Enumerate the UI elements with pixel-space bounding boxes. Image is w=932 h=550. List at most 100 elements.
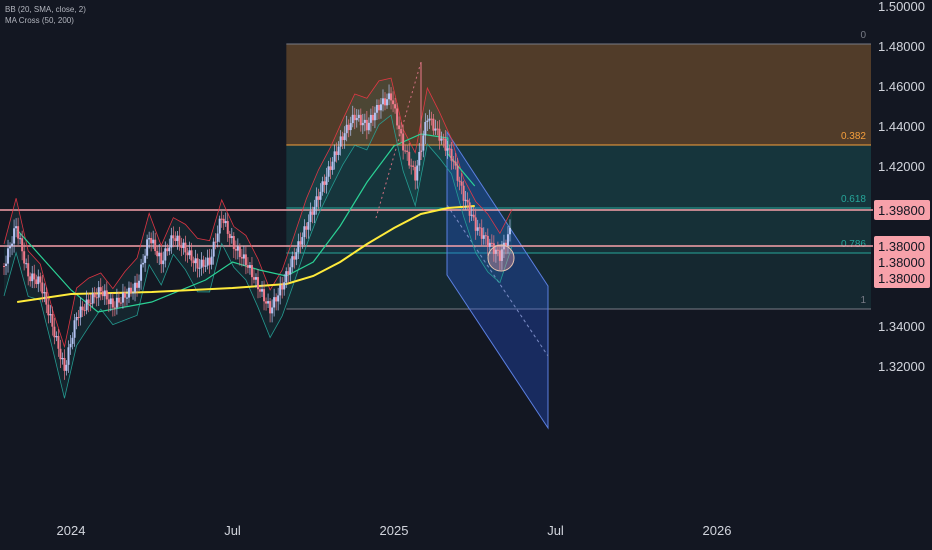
ma50-line xyxy=(16,133,476,313)
bb-indicator-label[interactable]: BB (20, SMA, close, 2) xyxy=(5,5,86,14)
y-axis-tick-label: 1.42000 xyxy=(878,159,925,174)
candle-body xyxy=(355,117,358,121)
candle-body xyxy=(494,249,497,254)
candle-body xyxy=(289,267,292,275)
candle-body xyxy=(357,114,360,118)
candle-body xyxy=(309,211,312,222)
candle-body xyxy=(371,114,374,121)
candle-body xyxy=(468,202,471,216)
candle-body xyxy=(107,299,110,305)
candle-body xyxy=(37,276,40,285)
candle-body xyxy=(365,119,368,131)
candle-body xyxy=(202,259,205,267)
candle-body xyxy=(416,165,419,181)
candle-body xyxy=(450,148,453,161)
candle-body xyxy=(462,185,465,201)
candle-body xyxy=(404,150,407,152)
candle-body xyxy=(291,256,294,268)
candle-body xyxy=(101,291,104,297)
candle-body xyxy=(434,128,437,131)
candle-body xyxy=(13,228,16,244)
candle-body xyxy=(234,248,237,251)
candle-body xyxy=(136,282,139,288)
candle-body xyxy=(250,265,253,278)
y-axis-tick-label: 1.32000 xyxy=(878,359,925,374)
candle-body xyxy=(180,245,183,248)
candle-body xyxy=(246,265,249,268)
candle-body xyxy=(337,146,340,155)
candle-body xyxy=(240,257,243,259)
candle-body xyxy=(11,243,14,247)
candle-body xyxy=(216,233,219,242)
candle-body xyxy=(35,279,38,285)
candle-body xyxy=(47,304,50,316)
candle-body xyxy=(59,348,62,360)
candle-body xyxy=(504,242,507,246)
candle-body xyxy=(182,242,185,248)
candle-body xyxy=(305,226,308,230)
candle-body xyxy=(474,217,477,231)
candle-body xyxy=(327,166,330,177)
bollinger-lower xyxy=(3,114,513,399)
candle-body xyxy=(166,248,169,252)
candle-body xyxy=(454,161,457,166)
candle-body xyxy=(335,151,338,155)
candle-body xyxy=(103,290,106,297)
candle-body xyxy=(267,301,270,304)
candle-body xyxy=(279,285,282,296)
candle-body xyxy=(210,256,213,265)
candle-body xyxy=(498,250,501,261)
candle-body xyxy=(222,218,225,224)
candle-body xyxy=(452,160,455,162)
candle-body xyxy=(486,235,489,247)
y-axis-tick-label: 1.50000 xyxy=(878,0,925,14)
candle-body xyxy=(396,108,399,126)
candle-body xyxy=(113,307,116,309)
candle-body xyxy=(472,214,475,218)
candle-body xyxy=(293,256,296,260)
price-tag xyxy=(874,268,930,288)
candle-body xyxy=(321,181,324,192)
candle-body xyxy=(57,336,60,349)
candle-body xyxy=(390,93,393,101)
fib-zone-3 xyxy=(286,253,871,309)
candle-body xyxy=(51,314,54,327)
candle-body xyxy=(19,238,22,240)
candle-body xyxy=(347,124,350,131)
candle-body xyxy=(301,237,304,245)
candle-body xyxy=(156,251,159,257)
candle-body xyxy=(257,277,259,290)
candle-body xyxy=(349,123,352,131)
candle-body xyxy=(174,238,177,242)
candle-body xyxy=(212,241,215,257)
fib-level-label: 0.618 xyxy=(841,194,866,205)
candle-body xyxy=(81,306,84,311)
candle-body xyxy=(230,236,233,239)
candle-body xyxy=(91,293,94,304)
candle-body xyxy=(325,176,328,185)
candle-body xyxy=(478,227,481,229)
candle-body xyxy=(127,287,130,298)
candle-body xyxy=(436,128,439,130)
candle-body xyxy=(490,242,493,244)
candle-body xyxy=(331,161,334,170)
candle-body xyxy=(375,104,378,113)
ma-cross-indicator-label[interactable]: MA Cross (50, 200) xyxy=(5,16,74,25)
candle-body xyxy=(142,262,145,265)
y-axis-tick-label: 1.44000 xyxy=(878,119,925,134)
candle-body xyxy=(444,138,447,151)
x-axis-tick-label: 2026 xyxy=(703,523,732,538)
candle-body xyxy=(95,297,98,299)
candle-body xyxy=(470,214,473,216)
candle-body xyxy=(341,136,344,141)
candle-body xyxy=(188,250,191,256)
candle-body xyxy=(176,235,179,242)
fib-zone-1 xyxy=(286,145,871,208)
fib-level-label: 0.786 xyxy=(841,239,866,250)
candle-body xyxy=(287,271,290,275)
candle-body xyxy=(480,227,483,239)
candle-body xyxy=(319,191,322,200)
candle-body xyxy=(228,233,231,239)
candle-body xyxy=(150,237,153,244)
